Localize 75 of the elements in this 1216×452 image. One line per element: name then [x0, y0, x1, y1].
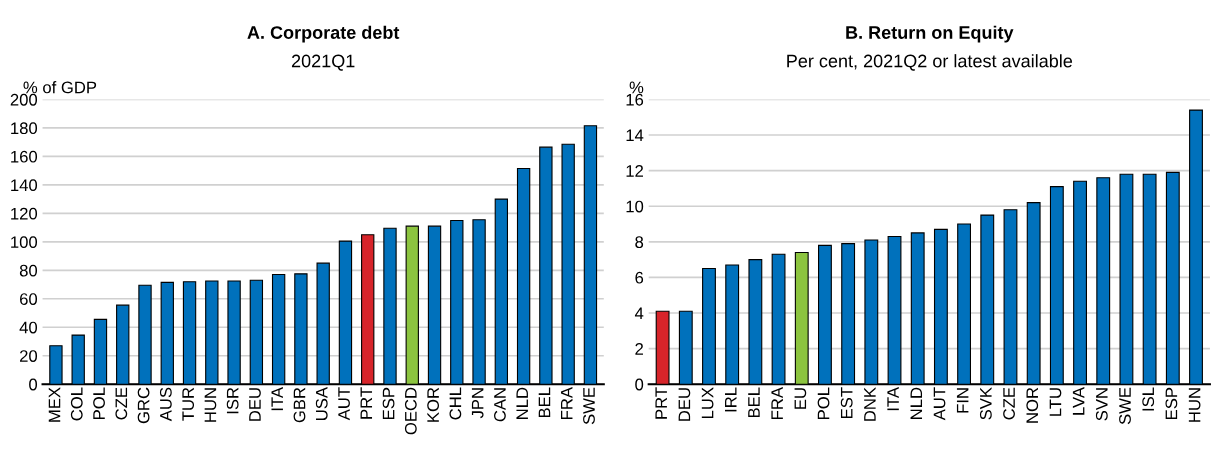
x-tick-label: EST	[840, 387, 853, 419]
chart-title: B. Return on Equity	[846, 25, 1014, 43]
x-tick-label: GRC	[137, 387, 150, 424]
x-tick-label: BEL	[538, 387, 551, 418]
x-tick-label: HUN	[1188, 388, 1201, 422]
chart-title: A. Corporate debt	[247, 25, 400, 43]
x-tick-label: LUX	[701, 387, 714, 419]
x-tick-label: USA	[315, 387, 328, 420]
x-tick-label: SVN	[1095, 388, 1108, 421]
x-tick-label: ITA	[271, 387, 283, 411]
y-tick-label: 20	[20, 350, 38, 362]
y-tick-label: 80	[19, 264, 38, 277]
y-tick-label: 14	[626, 129, 644, 142]
x-tick-label: ISL	[1142, 387, 1155, 411]
x-tick-label: PRT	[655, 387, 667, 419]
x-tick-label: FRA	[561, 387, 573, 419]
y-axis-title: %	[629, 81, 644, 94]
y-tick-label: 16	[626, 93, 644, 106]
x-tick-label: DEU	[249, 388, 261, 421]
x-tick-label: ESP	[382, 387, 395, 419]
x-tick-label: AUT	[338, 387, 350, 421]
x-tick-label: KOR	[427, 387, 439, 422]
x-tick-label: PRT	[360, 387, 373, 419]
x-tick-label: HUN	[204, 388, 217, 422]
x-tick-label: COL	[70, 387, 83, 421]
chart-subtitle: 2021Q1	[291, 54, 355, 71]
x-tick-label: MEX	[48, 387, 61, 422]
x-tick-label: ESP	[1165, 387, 1178, 419]
x-tick-label: CZE	[115, 387, 128, 420]
y-axis-title: % of GDP	[23, 81, 97, 94]
x-tick-label: NLD	[910, 387, 923, 419]
x-tick-label: SVK	[979, 387, 992, 420]
y-tick-label: 40	[19, 321, 38, 334]
y-tick-label: 12	[626, 165, 643, 177]
x-tick-label: LVA	[1072, 387, 1085, 415]
x-tick-label: NLD	[516, 387, 528, 419]
y-tick-label: 100	[11, 236, 38, 249]
y-tick-label: 180	[11, 122, 38, 135]
x-tick-label: ISR	[226, 387, 239, 414]
chart-subtitle: Per cent, 2021Q2 or latest available	[787, 54, 1073, 71]
x-tick-label: POL	[93, 387, 105, 419]
y-tick-label: 160	[11, 150, 38, 163]
x-tick-label: OECD	[404, 387, 417, 435]
x-tick-label: LTU	[1049, 388, 1062, 416]
y-tick-label: 2	[635, 343, 643, 355]
x-tick-label: POL	[817, 387, 830, 419]
x-tick-label: JPN	[471, 388, 484, 419]
x-tick-label: TUR	[182, 387, 195, 421]
x-tick-label: AUS	[159, 387, 172, 422]
x-tick-label: DEU	[678, 388, 691, 421]
x-tick-label: GBR	[293, 387, 306, 423]
y-tick-label: 200	[10, 93, 38, 106]
x-tick-label: CZE	[1003, 387, 1015, 420]
x-tick-label: ITA	[887, 387, 899, 411]
x-tick-label: DNK	[864, 387, 876, 421]
y-tick-label: 120	[11, 207, 38, 220]
x-tick-label: IRL	[725, 387, 737, 412]
x-tick-label: AUT	[933, 387, 946, 421]
y-tick-label: 0	[29, 378, 38, 391]
y-tick-label: 0	[635, 378, 644, 391]
x-tick-label: FRA	[771, 387, 783, 419]
y-tick-label: 4	[634, 307, 644, 320]
y-tick-label: 60	[20, 293, 38, 305]
x-tick-label: SWE	[583, 387, 595, 425]
y-tick-label: 6	[635, 271, 644, 284]
x-tick-label: NOR	[1026, 387, 1039, 423]
x-tick-label: CHL	[449, 387, 462, 420]
x-tick-label: BEL	[748, 387, 760, 418]
x-tick-label: CAN	[494, 388, 506, 422]
x-tick-label: FIN	[956, 388, 969, 413]
y-tick-label: 8	[635, 236, 644, 249]
y-tick-label: 10	[626, 200, 644, 213]
x-tick-label: SWE	[1119, 387, 1131, 425]
y-tick-label: 140	[11, 179, 38, 192]
x-tick-label: EU	[794, 388, 807, 409]
